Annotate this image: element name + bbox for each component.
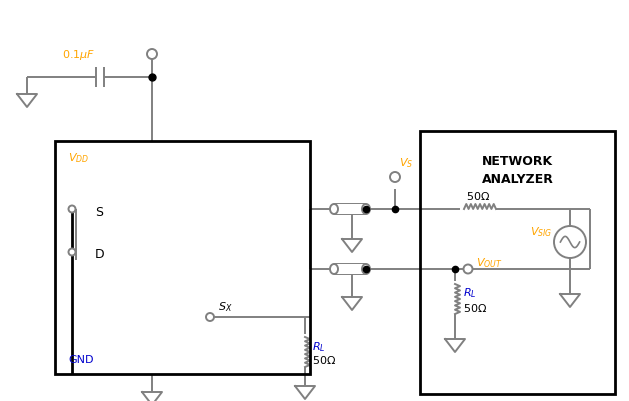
Text: $50\Omega$: $50\Omega$: [466, 190, 490, 201]
Text: ANALYZER: ANALYZER: [482, 173, 554, 186]
Text: GND: GND: [68, 354, 94, 364]
Bar: [334, 264, 366, 274]
Ellipse shape: [362, 205, 370, 215]
Text: D: D: [95, 248, 104, 261]
Circle shape: [69, 249, 75, 256]
Text: $V_{OUT}$: $V_{OUT}$: [476, 255, 503, 269]
Circle shape: [390, 172, 400, 182]
Circle shape: [69, 206, 75, 213]
Circle shape: [554, 227, 586, 258]
Text: $V_{SIG}$: $V_{SIG}$: [530, 225, 552, 238]
Ellipse shape: [362, 264, 370, 274]
Text: $50\Omega$: $50\Omega$: [312, 353, 336, 365]
Circle shape: [464, 265, 472, 274]
Circle shape: [147, 50, 157, 60]
Text: $S_X$: $S_X$: [218, 300, 233, 313]
Circle shape: [206, 313, 214, 321]
Text: $50\Omega$: $50\Omega$: [463, 301, 487, 313]
Bar: [420, 132, 615, 394]
Text: S: S: [95, 206, 103, 219]
Text: $V_S$: $V_S$: [399, 156, 413, 170]
Text: $R_L$: $R_L$: [312, 339, 326, 353]
Ellipse shape: [330, 264, 338, 274]
Bar: [334, 205, 366, 215]
Ellipse shape: [330, 205, 338, 215]
Text: $0.1\mu F$: $0.1\mu F$: [62, 48, 96, 62]
Text: $R_L$: $R_L$: [463, 286, 477, 299]
Text: NETWORK: NETWORK: [482, 155, 553, 168]
Bar: [55, 142, 310, 374]
Text: $V_{DD}$: $V_{DD}$: [68, 151, 89, 164]
